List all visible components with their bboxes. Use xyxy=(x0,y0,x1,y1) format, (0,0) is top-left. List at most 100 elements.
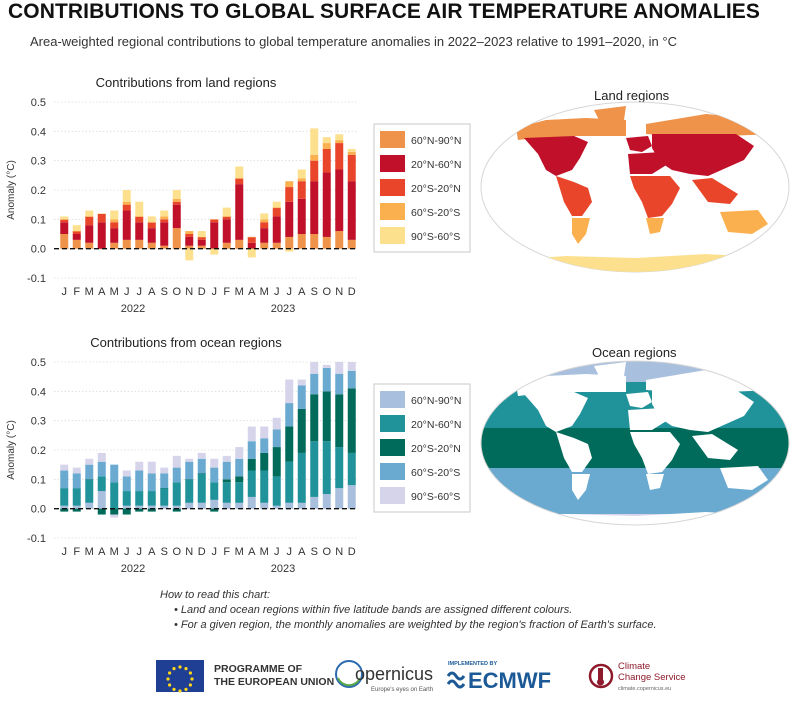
land-x-tick-label: S xyxy=(311,286,318,298)
ocean-x-tick-label: J xyxy=(287,546,293,558)
land-x-tick-label: A xyxy=(98,286,106,298)
ocean-contributions-chart: Contributions from ocean regions Anomaly … xyxy=(6,335,471,575)
ocean-legend-label: 60°S-20°S xyxy=(411,467,460,479)
ocean-bar-2 xyxy=(335,447,344,489)
ocean-bar-1 xyxy=(260,502,269,509)
land-legend-label: 20°S-20°N xyxy=(411,183,461,195)
land-bar-2 xyxy=(60,222,69,234)
ocean-x-tick-label: S xyxy=(311,546,318,558)
c3s-url: climate.copernicus.eu xyxy=(618,686,671,692)
ocean-x-tick-label: O xyxy=(172,546,181,558)
land-bar-2 xyxy=(85,225,94,243)
land-bar-2 xyxy=(160,222,169,246)
land-bar-2 xyxy=(235,184,244,240)
ocean-bar-1 xyxy=(297,502,306,509)
land-bar-5 xyxy=(97,213,106,214)
land-legend-swatch xyxy=(380,131,405,148)
land-bar-2 xyxy=(210,222,219,249)
land-bar-1 xyxy=(322,236,331,249)
c3s-line1: Climate xyxy=(618,661,650,672)
ocean-x-tick-label: A xyxy=(248,546,256,558)
land-bar-5 xyxy=(210,248,219,255)
ocean-bar-5 xyxy=(97,452,106,462)
ocean-y-tick-label: -0.1 xyxy=(27,533,46,545)
land-bar-4 xyxy=(72,231,81,232)
land-bar-5 xyxy=(172,190,181,199)
ocean-bar-1 xyxy=(322,494,331,509)
land-bar-1 xyxy=(185,245,194,249)
land-y-tick-label: 0.1 xyxy=(31,214,46,226)
ocean-bar-4 xyxy=(260,438,269,453)
ocean-bar-5 xyxy=(222,455,231,462)
land-x-tick-label: J xyxy=(287,286,293,298)
ocean-map-title: Ocean regions xyxy=(592,345,677,360)
ocean-bar-1 xyxy=(185,502,194,509)
land-bar-2 xyxy=(297,198,306,234)
land-bar-2 xyxy=(222,219,231,243)
land-bar-5 xyxy=(222,207,231,217)
ocean-bar-5 xyxy=(85,458,94,465)
ocean-bar-1 xyxy=(147,505,156,509)
ocean-bar-4 xyxy=(135,470,144,492)
ocean-bar-5 xyxy=(197,452,206,459)
land-bar-5 xyxy=(297,169,306,179)
ocean-bar-5 xyxy=(172,455,181,468)
land-bar-4 xyxy=(60,219,69,220)
ocean-bar-2 xyxy=(110,482,119,509)
ocean-bar-3 xyxy=(260,452,269,471)
ocean-bar-1 xyxy=(72,505,81,509)
ocean-bar-2 xyxy=(222,482,231,503)
how-to-read-bullet-2: • For a given region, the monthly anomal… xyxy=(174,619,657,631)
ocean-x-tick-label: J xyxy=(212,546,218,558)
ocean-bar-3 xyxy=(210,508,219,512)
ocean-bar-4 xyxy=(197,458,206,474)
land-x-tick-label: S xyxy=(161,286,168,298)
land-bar-3 xyxy=(222,216,231,220)
land-bar-3 xyxy=(97,213,106,223)
land-bar-3 xyxy=(197,236,206,240)
ocean-bar-4 xyxy=(210,467,219,483)
ocean-legend-swatch xyxy=(380,487,405,504)
land-bar-2 xyxy=(322,172,331,237)
ocean-bar-2 xyxy=(247,470,256,497)
copernicus-name: opernicus xyxy=(355,664,433,684)
land-bar-4 xyxy=(297,178,306,182)
land-bar-3 xyxy=(210,219,219,223)
land-x-tick-label: D xyxy=(348,286,356,298)
land-x-tick-label: J xyxy=(274,286,280,298)
land-legend-label: 60°N-90°N xyxy=(411,135,461,147)
how-to-read-heading: How to read this chart: xyxy=(160,589,271,601)
page-title: CONTRIBUTIONS TO GLOBAL SURFACE AIR TEMP… xyxy=(8,0,760,23)
land-map-title: Land regions xyxy=(594,88,670,103)
eu-programme-line1: PROGRAMME OF xyxy=(214,663,303,675)
ocean-x-tick-label: M xyxy=(260,546,269,558)
ocean-bar-3 xyxy=(72,508,81,512)
ocean-bar-5 xyxy=(335,362,344,374)
ocean-bar-3 xyxy=(110,508,119,515)
ocean-bar-3 xyxy=(247,458,256,471)
land-bar-5 xyxy=(185,248,194,261)
land-x-tick-label: O xyxy=(322,286,331,298)
ocean-y-tick-label: 0.2 xyxy=(31,445,46,457)
land-legend-swatch xyxy=(380,179,405,196)
land-bar-1 xyxy=(122,239,131,249)
land-legend-swatch xyxy=(380,155,405,172)
ocean-bar-4 xyxy=(147,473,156,492)
land-bar-2 xyxy=(185,236,194,246)
ocean-bar-1 xyxy=(210,499,219,509)
ocean-bar-5 xyxy=(210,458,219,468)
ocean-bar-3 xyxy=(97,508,106,515)
ocean-bar-2 xyxy=(272,476,281,506)
ocean-bar-3 xyxy=(285,426,294,462)
ocean-bar-5 xyxy=(72,467,81,474)
ecmwf-wave-icon xyxy=(446,671,466,689)
eu-flag-logo xyxy=(156,660,204,693)
ocean-bar-1 xyxy=(85,502,94,509)
ocean-bar-1 xyxy=(160,505,169,509)
ocean-bar-1 xyxy=(197,502,206,509)
ocean-x-tick-label: N xyxy=(185,546,193,558)
land-bar-1 xyxy=(60,234,69,249)
land-bar-5 xyxy=(272,201,281,208)
ocean-bar-5 xyxy=(347,362,356,371)
land-bar-4 xyxy=(147,222,156,223)
